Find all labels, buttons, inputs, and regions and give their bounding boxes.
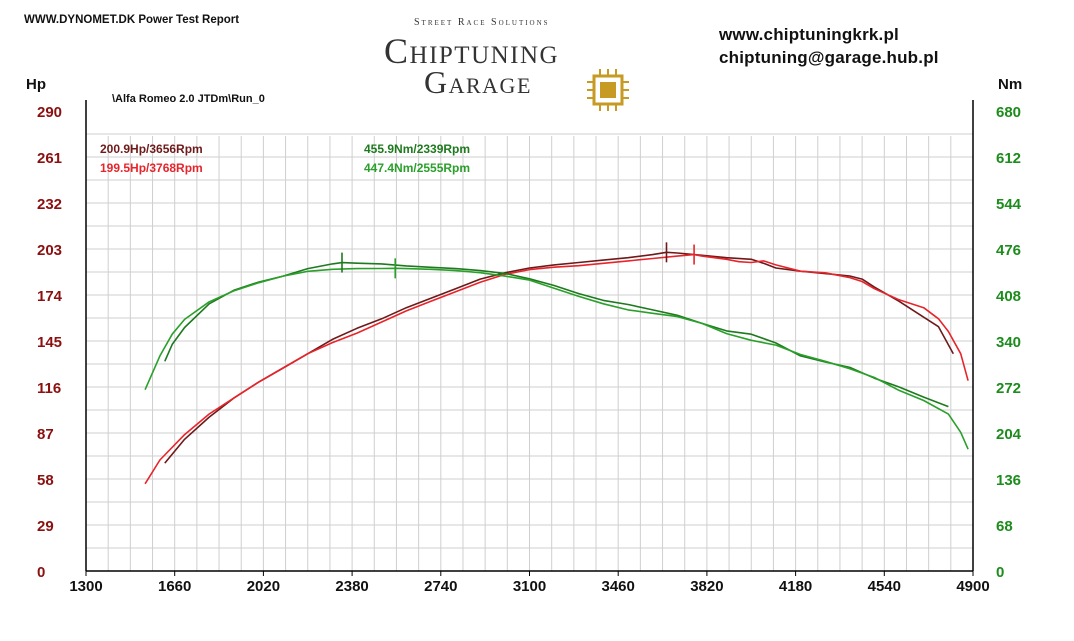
nm-tick-label: 68 bbox=[996, 518, 1013, 535]
hp-tick-label: 145 bbox=[37, 334, 62, 351]
hp-tick-label: 232 bbox=[37, 196, 62, 213]
hp-tick-label: 0 bbox=[37, 564, 45, 581]
x-tick-label: 4180 bbox=[779, 578, 812, 595]
x-tick-label: 1660 bbox=[158, 578, 191, 595]
chart-tick-labels: 1300 1660 2020 2380 2740 3100 3460 3820 4180 4540… bbox=[37, 104, 1022, 595]
nm-axis-unit: Nm bbox=[998, 76, 1023, 93]
nm-tick-label: 680 bbox=[996, 104, 1021, 121]
nm-tick-label: 612 bbox=[996, 150, 1021, 167]
chip-logo-icon bbox=[587, 69, 629, 111]
peak-hp-run1: 200.9Hp/3656Rpm bbox=[100, 142, 203, 156]
nm-tick-label: 204 bbox=[996, 426, 1022, 443]
hp-tick-label: 261 bbox=[37, 150, 62, 167]
series-hp_run2 bbox=[144, 253, 969, 485]
chart-axes bbox=[85, 100, 974, 576]
email-text: chiptuning@garage.hub.pl bbox=[719, 48, 939, 67]
nm-tick-label: 340 bbox=[996, 334, 1021, 351]
x-tick-label: 4540 bbox=[868, 578, 901, 595]
chart-grid bbox=[85, 133, 974, 572]
website-text: www.chiptuningkrk.pl bbox=[719, 25, 899, 44]
peak-nm-run2: 447.4Nm/2555Rpm bbox=[364, 161, 471, 175]
x-tick-label: 3460 bbox=[602, 578, 635, 595]
hp-tick-label: 58 bbox=[37, 472, 54, 489]
hp-tick-label: 29 bbox=[37, 518, 54, 535]
x-tick-label: 2380 bbox=[335, 578, 368, 595]
peak-hp-run2: 199.5Hp/3768Rpm bbox=[100, 161, 203, 175]
run-label: \Alfa Romeo 2.0 JTDm\Run_0 bbox=[112, 93, 265, 105]
logo-tagline: Street Race Solutions bbox=[414, 17, 550, 28]
peak-markers bbox=[341, 242, 695, 279]
x-tick-label: 3100 bbox=[513, 578, 546, 595]
x-tick-label: 4900 bbox=[956, 578, 989, 595]
logo-line1: Chiptuning bbox=[384, 31, 560, 71]
series-nm_run1 bbox=[164, 261, 949, 408]
report-title: WWW.DYNOMET.DK Power Test Report bbox=[24, 14, 240, 26]
nm-tick-label: 136 bbox=[996, 472, 1021, 489]
logo-line2: Garage bbox=[424, 64, 532, 100]
x-tick-label: 1300 bbox=[69, 578, 102, 595]
series-hp_run1 bbox=[164, 251, 955, 464]
chart-series bbox=[144, 251, 969, 485]
x-tick-label: 3820 bbox=[690, 578, 723, 595]
nm-tick-label: 544 bbox=[996, 196, 1022, 213]
hp-tick-label: 116 bbox=[37, 380, 61, 397]
hp-tick-label: 174 bbox=[37, 288, 63, 305]
peak-nm-run1: 455.9Nm/2339Rpm bbox=[364, 142, 471, 156]
nm-tick-label: 0 bbox=[996, 564, 1004, 581]
x-tick-label: 2740 bbox=[424, 578, 457, 595]
hp-tick-label: 87 bbox=[37, 426, 54, 443]
nm-tick-label: 476 bbox=[996, 242, 1021, 259]
hp-axis-unit: Hp bbox=[26, 76, 46, 93]
series-nm_run2 bbox=[144, 267, 969, 450]
hp-tick-label: 203 bbox=[37, 242, 62, 259]
hp-tick-label: 290 bbox=[37, 104, 62, 121]
x-tick-label: 2020 bbox=[247, 578, 280, 595]
nm-tick-label: 272 bbox=[996, 380, 1021, 397]
nm-tick-label: 408 bbox=[996, 288, 1021, 305]
